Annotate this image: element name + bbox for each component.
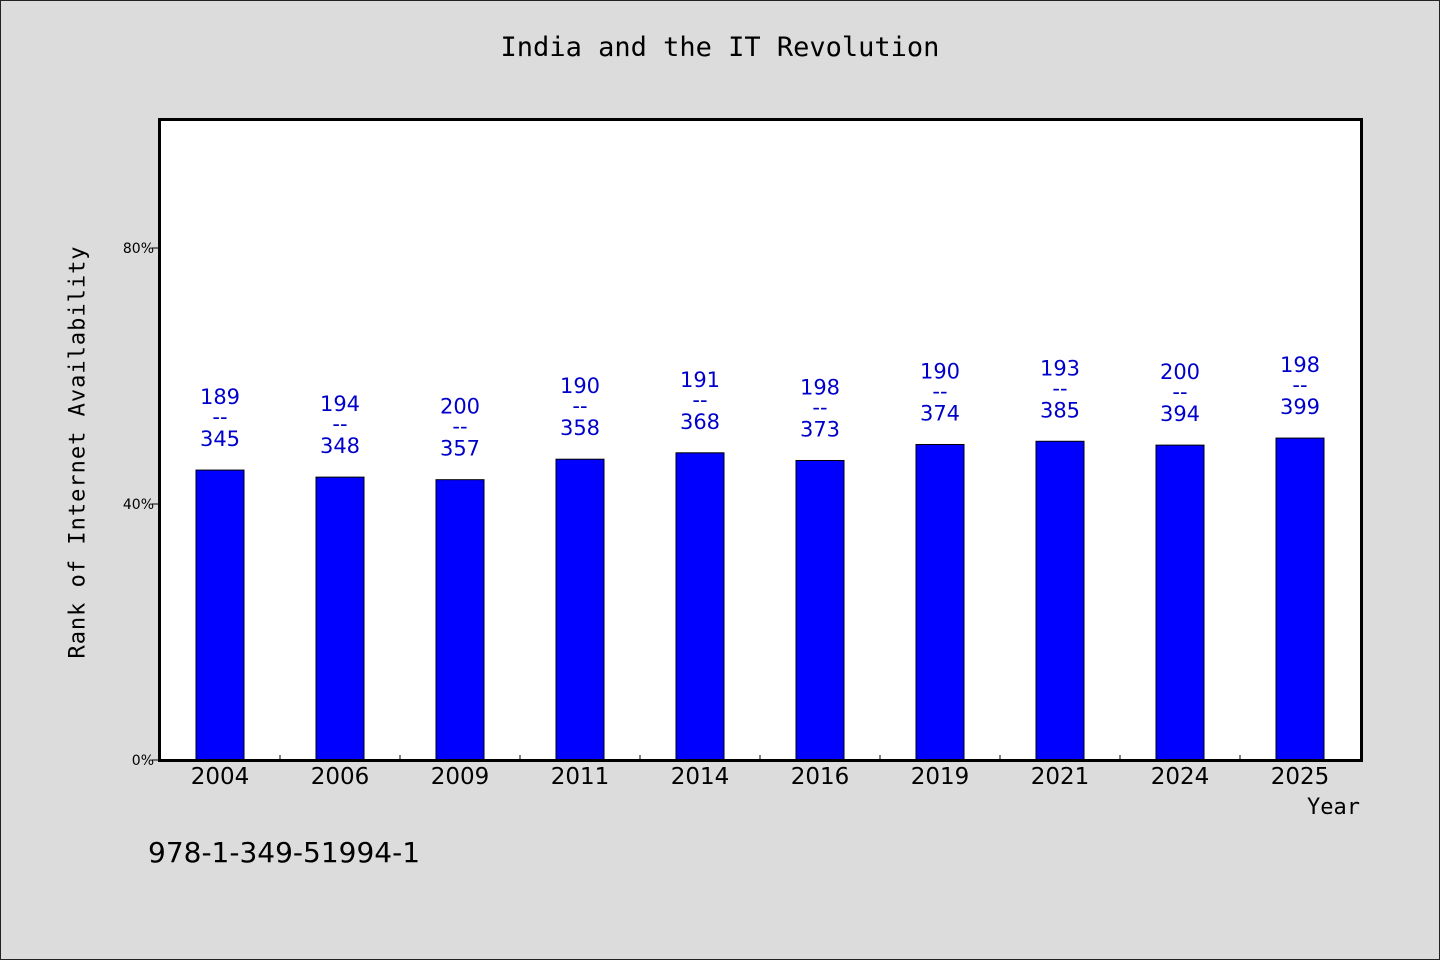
data-label-top-2019: 190 <box>920 359 960 383</box>
data-label-separator-2025: -- <box>1292 373 1307 397</box>
data-label-separator-2021: -- <box>1052 376 1067 400</box>
bar-2024 <box>1155 444 1205 761</box>
x-tick-label-2011: 2011 <box>551 764 610 790</box>
bar-2019 <box>915 443 965 761</box>
data-label-top-2011: 190 <box>560 374 600 398</box>
data-label-bottom-2019: 374 <box>920 401 960 425</box>
data-label-separator-2006: -- <box>332 412 347 436</box>
bar-2009 <box>435 479 485 761</box>
data-label-separator-2004: -- <box>212 405 227 429</box>
data-label-top-2024: 200 <box>1160 360 1200 384</box>
data-label-top-2016: 198 <box>800 375 840 399</box>
plot-border <box>158 118 1363 762</box>
data-label-bottom-2004: 345 <box>200 427 240 451</box>
data-label-separator-2019: -- <box>932 379 947 403</box>
bar-2011 <box>555 458 605 761</box>
data-label-top-2021: 193 <box>1040 356 1080 380</box>
y-axis-label: Rank of Internet Availability <box>65 245 91 659</box>
data-label-bottom-2016: 373 <box>800 417 840 441</box>
data-label-top-2014: 191 <box>680 368 720 392</box>
x-tick-label-2021: 2021 <box>1031 764 1090 790</box>
data-label-top-2025: 198 <box>1280 353 1320 377</box>
data-label-bottom-2021: 385 <box>1040 398 1080 422</box>
data-label-bottom-2009: 357 <box>440 437 480 461</box>
data-label-bottom-2011: 358 <box>560 416 600 440</box>
isbn-text: 978-1-349-51994-1 <box>148 836 421 869</box>
chart-title: India and the IT Revolution <box>500 32 940 63</box>
x-tick-label-2025: 2025 <box>1271 764 1330 790</box>
x-tick-label-2009: 2009 <box>431 764 490 790</box>
x-tick-label-2024: 2024 <box>1151 764 1210 790</box>
bar-2006 <box>315 476 365 761</box>
y-tick-label: 0% <box>132 753 154 769</box>
data-label-separator-2014: -- <box>692 388 707 412</box>
data-label-top-2009: 200 <box>440 395 480 419</box>
bar-2016 <box>795 459 845 761</box>
data-label-top-2004: 189 <box>200 385 240 409</box>
x-tick-label-2006: 2006 <box>311 764 370 790</box>
bar-2004 <box>195 469 245 761</box>
data-label-separator-2024: -- <box>1172 380 1187 404</box>
data-label-bottom-2024: 394 <box>1160 402 1200 426</box>
bar-2025 <box>1275 437 1325 761</box>
y-tick-label: 80% <box>123 241 154 257</box>
data-label-bottom-2025: 399 <box>1280 395 1320 419</box>
y-tick-label: 40% <box>123 497 154 513</box>
bar-2021 <box>1035 440 1085 761</box>
x-tick-label-2014: 2014 <box>671 764 730 790</box>
bar-2014 <box>675 452 725 761</box>
data-label-bottom-2014: 368 <box>680 410 720 434</box>
data-label-separator-2011: -- <box>572 394 587 418</box>
data-label-bottom-2006: 348 <box>320 434 360 458</box>
data-label-separator-2016: -- <box>812 395 827 419</box>
data-label-top-2006: 194 <box>320 392 360 416</box>
data-label-separator-2009: -- <box>452 415 467 439</box>
x-tick-label-2016: 2016 <box>791 764 850 790</box>
x-tick-label-2019: 2019 <box>911 764 970 790</box>
x-axis-label: Year <box>1307 795 1360 820</box>
x-tick-label-2004: 2004 <box>191 764 250 790</box>
